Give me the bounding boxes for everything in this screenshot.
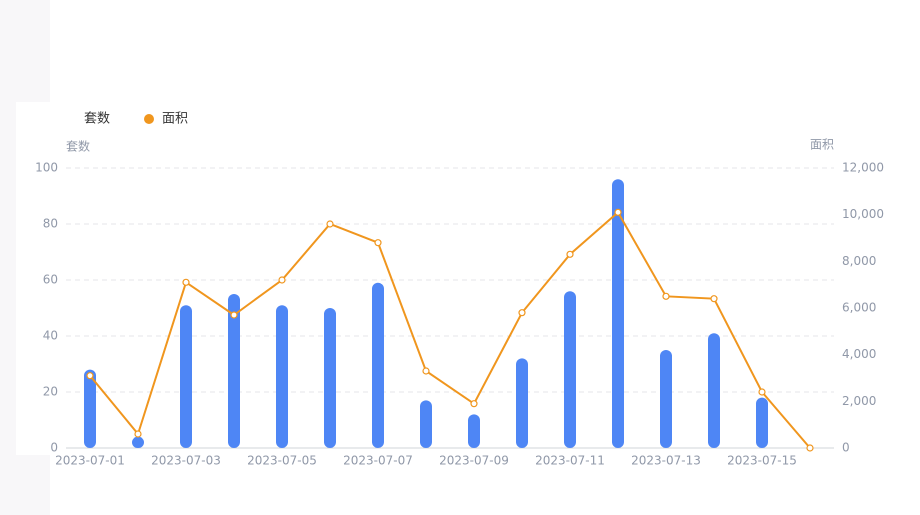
point — [470, 400, 478, 408]
y-axis-label: 套数 — [66, 139, 90, 154]
bar — [516, 358, 528, 448]
y-tick-label: 20 — [43, 385, 58, 399]
line — [89, 210, 811, 449]
point — [374, 239, 382, 247]
point — [86, 372, 94, 380]
point — [710, 295, 718, 303]
x-tick-label: 2023-07-11 — [535, 454, 605, 468]
point — [278, 276, 286, 284]
bar — [612, 179, 624, 448]
y-tick-label: 100 — [35, 161, 58, 175]
x-tick-label: 2023-07-09 — [439, 454, 509, 468]
point — [422, 367, 430, 375]
bar — [564, 291, 576, 448]
y2-tick-label: 6,000 — [842, 301, 876, 315]
y-tick-label: 80 — [43, 217, 58, 231]
y-tick-label: 40 — [43, 329, 58, 343]
point — [806, 444, 814, 452]
point — [566, 250, 574, 258]
point — [182, 278, 190, 286]
x-tick-label: 2023-07-01 — [55, 454, 125, 468]
point — [758, 388, 766, 396]
y2-axis-label: 面积 — [810, 138, 834, 152]
y2-tick-label: 0 — [842, 441, 850, 455]
point — [134, 430, 142, 438]
point — [230, 311, 238, 319]
bar — [468, 414, 480, 448]
point — [662, 292, 670, 300]
point — [614, 208, 622, 216]
y2-tick-label: 4,000 — [842, 347, 876, 361]
x-tick-label: 2023-07-07 — [343, 454, 413, 468]
y2-tick-label: 10,000 — [842, 207, 884, 221]
legend-text[interactable]: 面积 — [162, 112, 188, 127]
bar — [756, 397, 768, 448]
x-tick-label: 2023-07-05 — [247, 454, 317, 468]
y2-tick-label: 12,000 — [842, 161, 884, 175]
bar — [132, 436, 144, 448]
y-tick-label: 0 — [50, 441, 58, 455]
point — [326, 220, 334, 228]
bar — [84, 369, 96, 448]
y-tick-label: 60 — [43, 273, 58, 287]
legend-icon — [144, 114, 154, 124]
bar — [372, 282, 384, 448]
bar — [420, 400, 432, 448]
bar — [276, 305, 288, 448]
bar — [708, 333, 720, 448]
bar — [228, 294, 240, 448]
x-tick-label: 2023-07-03 — [151, 454, 221, 468]
x-tick-label: 2023-07-15 — [727, 454, 797, 468]
y2-tick-label: 2,000 — [842, 394, 876, 408]
x-tick-label: 2023-07-13 — [631, 454, 701, 468]
bar — [324, 308, 336, 448]
point — [518, 309, 526, 317]
bar — [660, 350, 672, 448]
y2-tick-label: 8,000 — [842, 254, 876, 268]
legend-text[interactable]: 套数 — [84, 111, 110, 127]
bar — [180, 305, 192, 448]
